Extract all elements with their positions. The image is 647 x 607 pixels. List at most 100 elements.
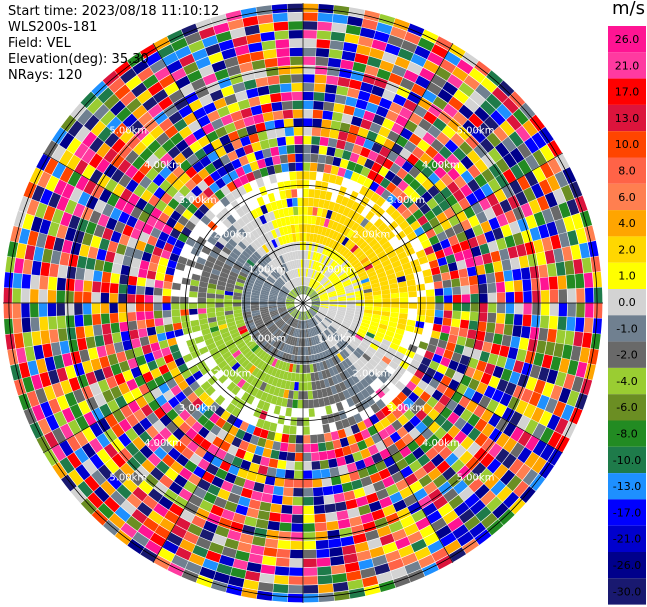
velocity-cell — [236, 399, 246, 410]
velocity-cell — [436, 231, 448, 242]
colorbar-swatch — [608, 394, 646, 421]
velocity-cell — [544, 192, 558, 208]
velocity-cell — [337, 391, 346, 402]
velocity-cell — [307, 346, 312, 356]
velocity-cell — [558, 289, 568, 303]
velocity-cell — [155, 356, 166, 368]
velocity-cell — [362, 110, 376, 122]
velocity-cell — [75, 415, 90, 431]
velocity-cell — [263, 373, 271, 384]
velocity-cell — [310, 318, 315, 327]
velocity-cell — [110, 322, 120, 334]
velocity-cell — [125, 164, 139, 179]
velocity-cell — [228, 575, 245, 588]
velocity-cell — [191, 515, 207, 529]
velocity-cell — [224, 472, 237, 484]
velocity-cell — [290, 318, 295, 327]
velocity-cell — [399, 297, 409, 303]
velocity-cell — [18, 393, 32, 411]
colorbar-swatch — [608, 52, 646, 79]
velocity-cell — [193, 465, 206, 479]
velocity-cell — [186, 153, 200, 166]
velocity-cell — [267, 365, 275, 375]
velocity-cell — [303, 391, 309, 400]
velocity-cell — [138, 363, 150, 375]
velocity-cell — [303, 584, 319, 594]
velocity-cell — [260, 456, 270, 467]
velocity-cell — [172, 415, 185, 428]
velocity-cell — [251, 309, 260, 314]
velocity-cell — [248, 42, 263, 53]
velocity-cell — [474, 529, 492, 545]
velocity-cell — [284, 344, 290, 353]
velocity-cell — [269, 325, 277, 333]
velocity-cell — [233, 312, 243, 318]
velocity-cell — [314, 315, 322, 323]
velocity-cell — [510, 163, 524, 180]
velocity-cell — [367, 251, 377, 260]
velocity-cell — [250, 544, 265, 556]
velocity-cell — [53, 179, 67, 196]
velocity-cell — [168, 481, 183, 495]
velocity-cell — [171, 309, 181, 317]
velocity-cell — [232, 335, 242, 343]
velocity-cell — [447, 425, 461, 439]
velocity-cell — [198, 426, 210, 439]
velocity-cell — [316, 313, 324, 320]
velocity-cell — [222, 263, 233, 271]
velocity-cell — [263, 547, 278, 557]
velocity-cell — [416, 283, 426, 291]
velocity-cell — [469, 284, 479, 294]
velocity-cell — [179, 434, 192, 447]
velocity-cell — [407, 344, 418, 353]
velocity-cell — [118, 312, 128, 323]
velocity-cell — [348, 79, 362, 90]
velocity-cell — [282, 225, 289, 235]
velocity-cell — [292, 197, 298, 207]
velocity-cell — [126, 456, 141, 472]
velocity-cell — [399, 107, 413, 120]
velocity-cell — [315, 362, 322, 372]
velocity-cell — [434, 166, 447, 179]
velocity-cell — [319, 292, 328, 297]
velocity-cell — [405, 325, 415, 333]
velocity-cell — [317, 21, 333, 31]
velocity-cell — [310, 306, 319, 311]
velocity-cell — [231, 189, 242, 200]
velocity-cell — [306, 259, 310, 269]
velocity-cell — [224, 368, 235, 378]
velocity-cell — [169, 503, 184, 517]
velocity-cell — [422, 460, 436, 474]
velocity-cell — [387, 443, 399, 456]
velocity-cell — [331, 22, 347, 33]
velocity-cell — [371, 228, 382, 238]
velocity-cell — [171, 246, 183, 256]
velocity-cell — [325, 284, 333, 290]
velocity-cell — [213, 334, 223, 343]
velocity-cell — [246, 507, 259, 519]
velocity-cell — [427, 421, 441, 434]
velocity-cell — [290, 65, 303, 74]
velocity-cell — [278, 388, 285, 398]
velocity-cell — [83, 314, 93, 326]
velocity-cell — [341, 248, 350, 258]
velocity-cell — [180, 296, 189, 303]
velocity-cell — [172, 316, 181, 324]
velocity-cell — [250, 387, 259, 397]
colorbar-swatch — [608, 131, 646, 158]
velocity-cell — [363, 138, 375, 150]
velocity-cell — [238, 155, 250, 166]
velocity-cell — [283, 263, 289, 272]
velocity-cell — [243, 287, 252, 292]
velocity-cell — [312, 469, 322, 479]
velocity-cell — [48, 192, 62, 209]
velocity-cell — [241, 587, 258, 599]
velocity-cell — [324, 368, 332, 378]
velocity-cell — [353, 336, 362, 345]
velocity-cell — [267, 520, 280, 531]
azimuth-spoke — [302, 43, 454, 304]
velocity-cell — [166, 408, 179, 421]
velocity-cell — [101, 323, 112, 335]
velocity-cell — [391, 122, 404, 135]
velocity-cell — [352, 61, 367, 73]
